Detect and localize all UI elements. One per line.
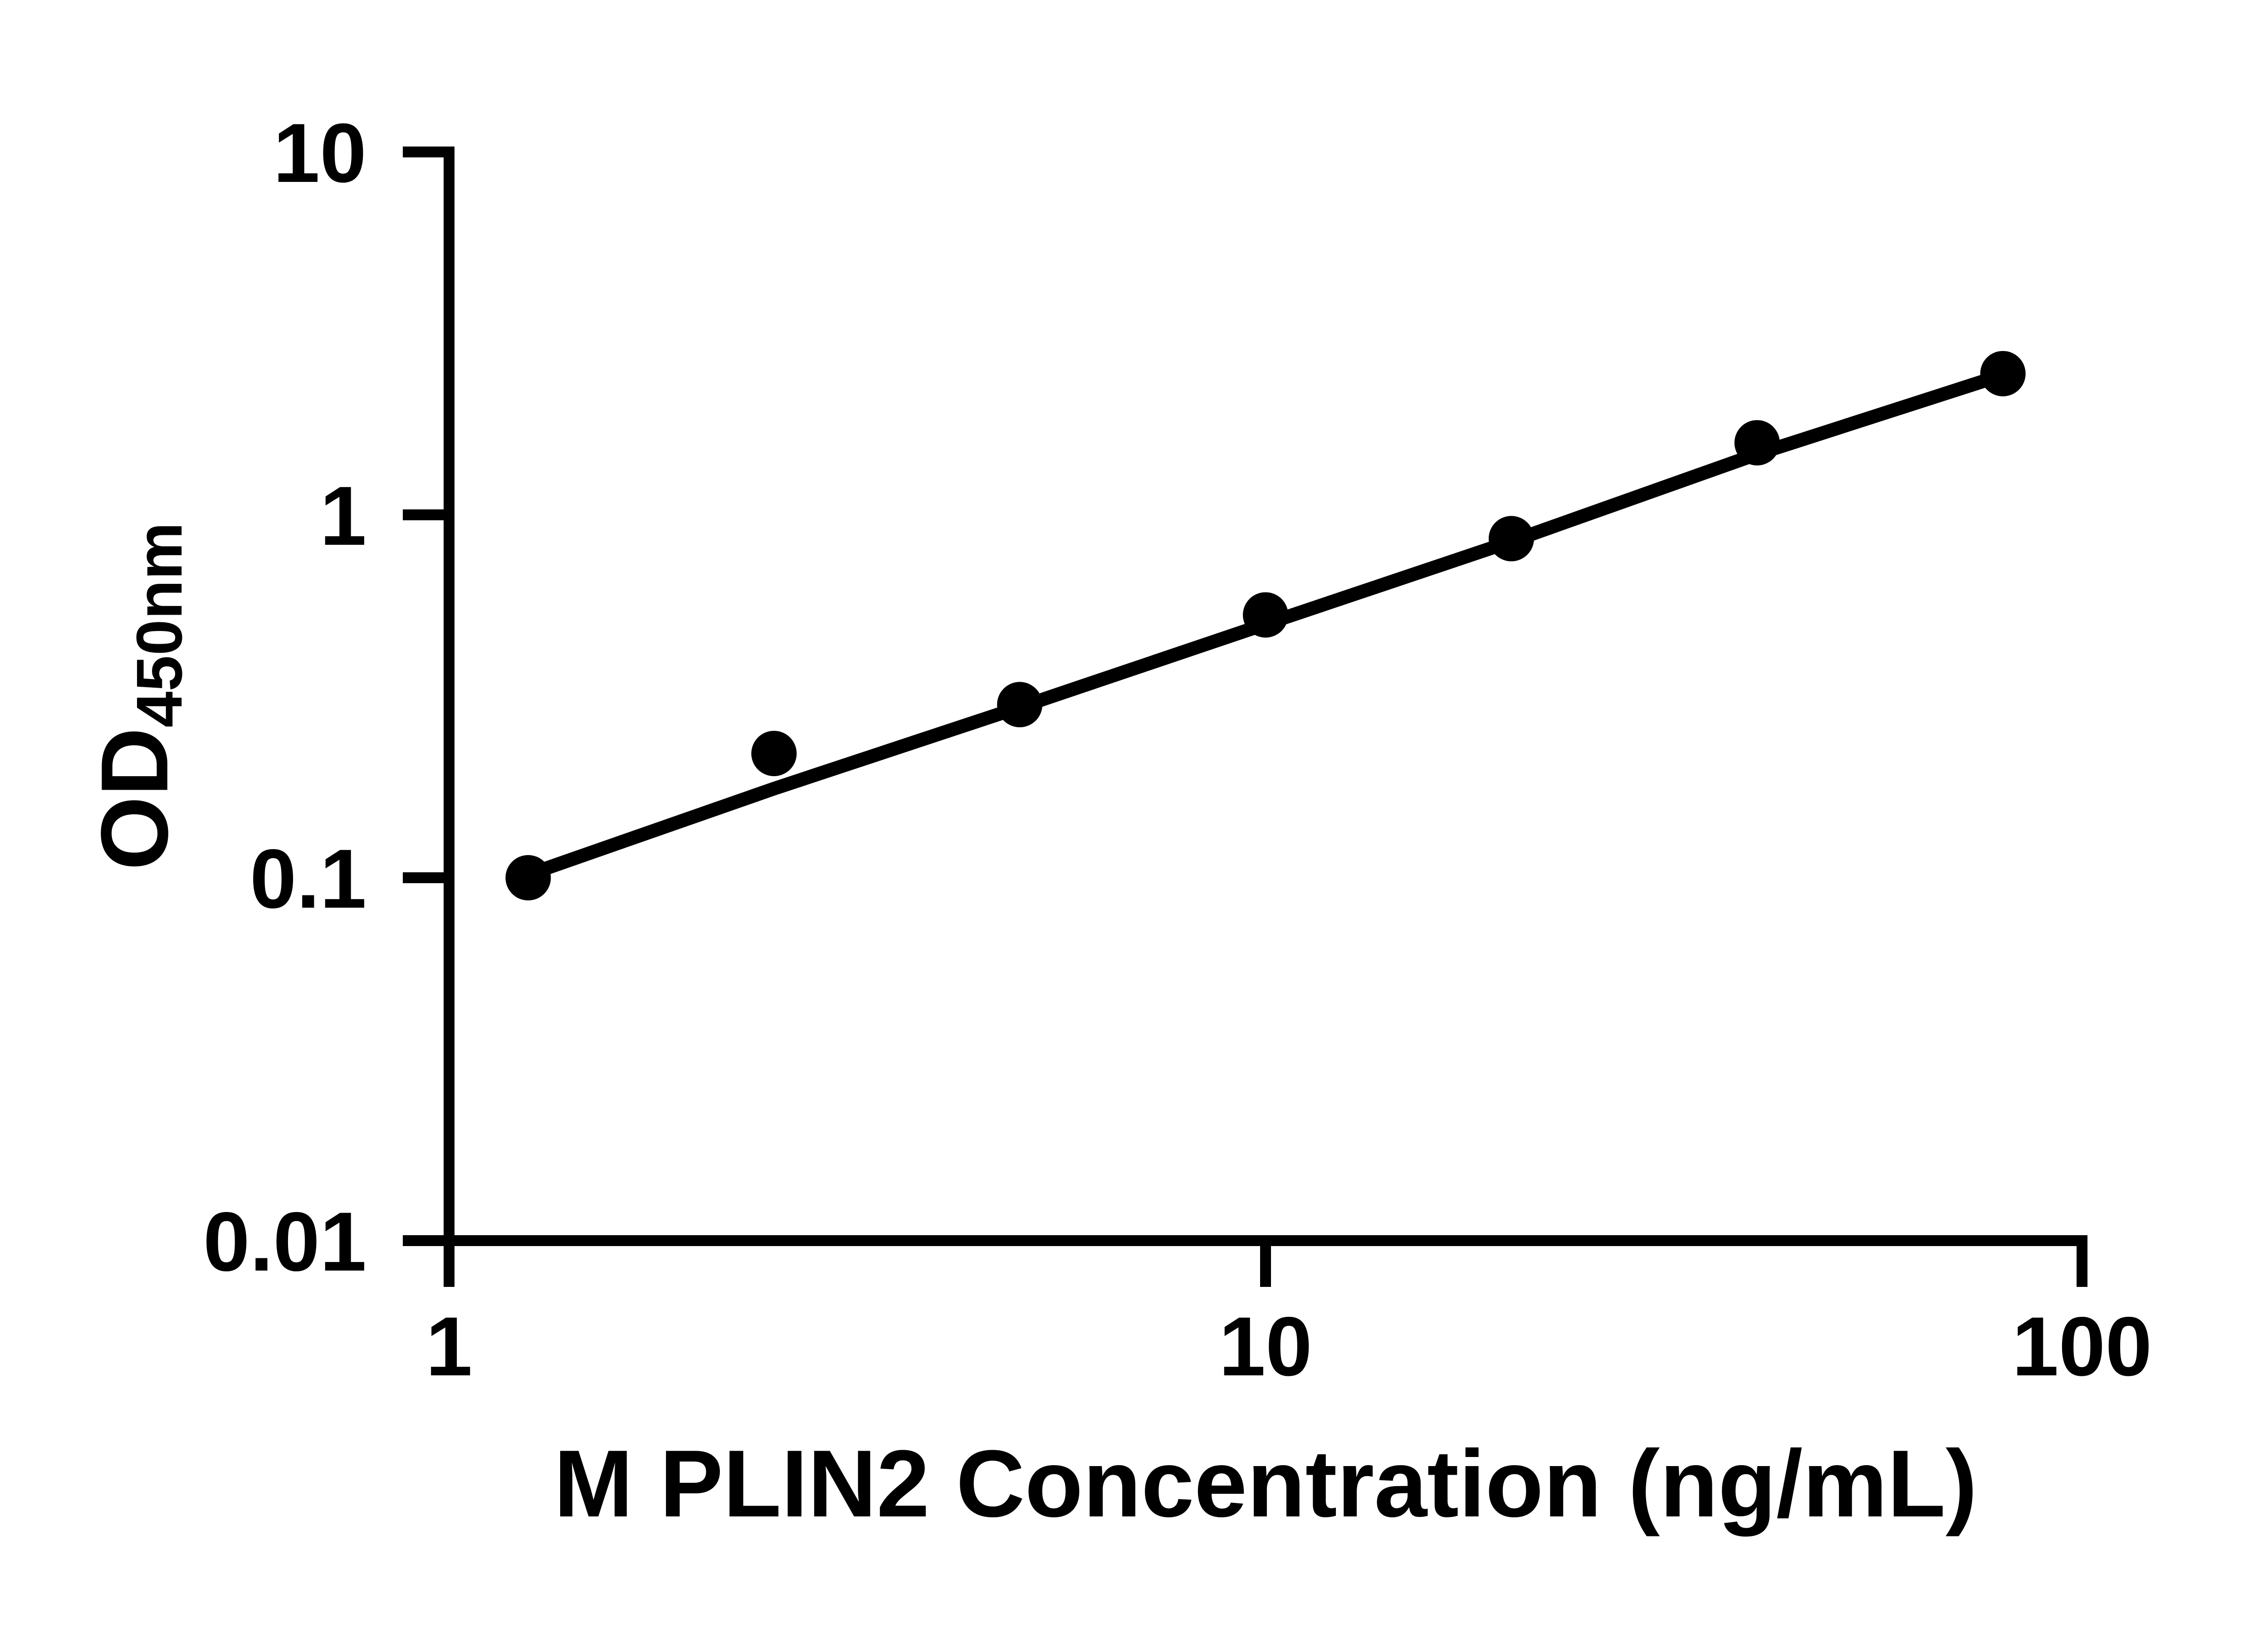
data-point	[1980, 351, 2026, 396]
x-tick-label: 10	[1219, 1300, 1312, 1393]
data-point	[997, 682, 1043, 728]
x-tick-label: 1	[426, 1300, 473, 1393]
data-point	[1243, 592, 1288, 638]
y-tick-label: 0.1	[250, 832, 367, 926]
data-point	[751, 731, 797, 777]
y-tick-label: 1	[320, 469, 367, 563]
y-axis-title-main: OD	[81, 727, 188, 870]
x-axis-title: M PLIN2 Concentration (ng/mL)	[553, 1430, 1978, 1537]
data-point	[1734, 420, 1780, 466]
y-axis-title: OD450nm	[81, 522, 196, 870]
y-tick-label: 10	[273, 107, 367, 200]
y-axis-title-subscript: 450nm	[123, 522, 196, 728]
y-tick-label: 0.01	[203, 1195, 367, 1289]
data-point	[505, 855, 551, 900]
data-point	[1488, 516, 1534, 562]
x-tick-label: 100	[2012, 1300, 2152, 1393]
